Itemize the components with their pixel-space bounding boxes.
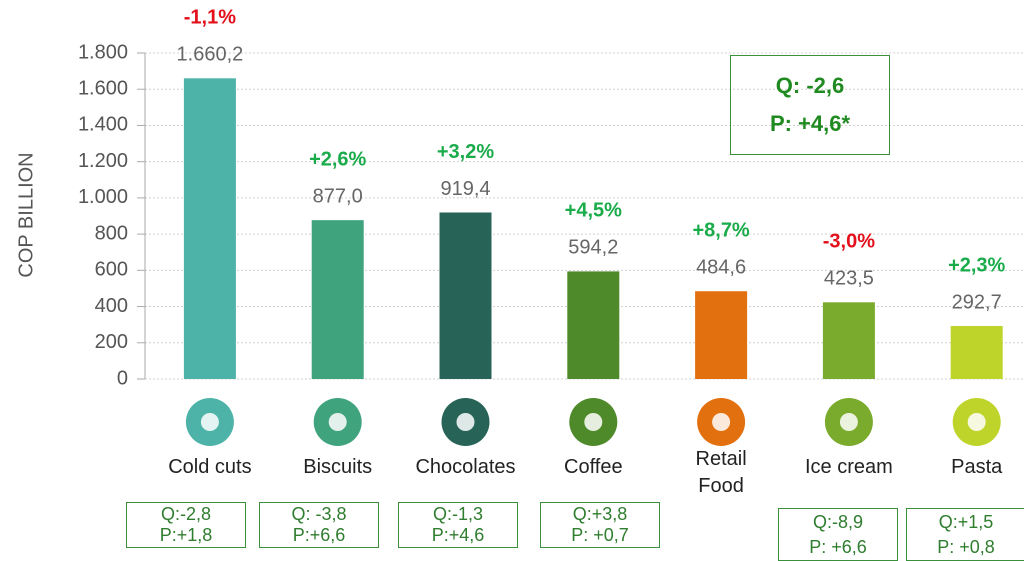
summary-box: Q: -2,6 P: +4,6* (730, 55, 890, 155)
qp-box: Q:-2,8 P:+1,8 (126, 502, 246, 548)
bar (311, 220, 364, 379)
qp-q: Q:-1,3 (432, 504, 484, 524)
bar (183, 78, 236, 379)
category-label: Chocolates (415, 456, 516, 478)
category-label: Biscuits (303, 456, 373, 478)
qp-p: P:+4,6 (431, 525, 485, 545)
change-label: +2,6% (309, 148, 366, 170)
value-label: 877,0 (313, 185, 363, 207)
bar (695, 291, 748, 379)
category-label: Coffee (564, 456, 623, 478)
value-label: 484,6 (696, 257, 746, 279)
change-label: +3,2% (437, 141, 494, 163)
y-axis-label: COP BILLION (15, 152, 37, 277)
change-label: -1,1% (184, 7, 236, 29)
y-tick-label: 0 (117, 367, 128, 389)
qp-box: Q:-1,3 P:+4,6 (398, 502, 518, 548)
value-label: 292,7 (952, 291, 1002, 313)
qp-q: Q:-8,9 (812, 512, 864, 532)
category-label: Retail Food (695, 448, 747, 497)
y-tick-label: 200 (95, 331, 128, 353)
y-tick-label: 400 (95, 295, 128, 317)
category-label: Ice cream (804, 456, 893, 478)
value-label: 1.660,2 (177, 44, 244, 66)
category-icon-inner (200, 413, 219, 431)
bar (950, 325, 1003, 379)
qp-box: Q:+3,8 P: +0,7 (540, 502, 660, 548)
bar (439, 212, 492, 379)
qp-p: P:+6,6 (292, 525, 346, 545)
qp-p: P: +0,7 (571, 525, 629, 545)
value-label: 594,2 (568, 237, 618, 259)
category-icon-inner (712, 413, 731, 431)
y-tick-label: 600 (95, 259, 128, 281)
change-label: -3,0% (823, 231, 875, 253)
qp-box: Q: -3,8 P:+6,6 (259, 502, 379, 548)
bar (567, 271, 620, 379)
qp-q: Q:-2,8 (160, 504, 212, 524)
qp-q: Q: -3,8 (291, 504, 347, 524)
y-tick-label: 1.000 (78, 186, 128, 208)
qp-box: Q:-8,9 P: +6,6 (778, 508, 898, 561)
qp-q: Q:+3,8 (572, 504, 628, 524)
qp-p: P: +6,6 (809, 537, 867, 557)
category-icon-inner (967, 413, 986, 431)
bar (822, 302, 875, 379)
qp-p: P:+1,8 (159, 525, 213, 545)
change-label: +4,5% (565, 200, 622, 222)
summary-p: P: +4,6* (769, 111, 851, 136)
y-tick-label: 1.400 (78, 114, 128, 136)
qp-q: Q:+1,5 (938, 512, 994, 532)
value-label: 423,5 (824, 268, 874, 290)
category-label: Pasta (951, 456, 1003, 478)
category-label: Cold cuts (168, 456, 252, 478)
change-label: +2,3% (948, 254, 1005, 276)
category-icon-inner (839, 413, 858, 431)
category-icon-inner (328, 413, 347, 431)
qp-box: Q:+1,5 P: +0,8 (906, 508, 1024, 561)
qp-p: P: +0,8 (937, 537, 995, 557)
y-tick-label: 1.200 (78, 150, 128, 172)
value-label: 919,4 (440, 178, 490, 200)
category-icon-inner (456, 413, 475, 431)
category-icon-inner (584, 413, 603, 431)
y-tick-label: 1.800 (78, 41, 128, 63)
summary-q: Q: -2,6 (775, 73, 845, 98)
y-tick-label: 1.600 (78, 78, 128, 100)
y-tick-label: 800 (95, 222, 128, 244)
change-label: +8,7% (692, 220, 749, 242)
